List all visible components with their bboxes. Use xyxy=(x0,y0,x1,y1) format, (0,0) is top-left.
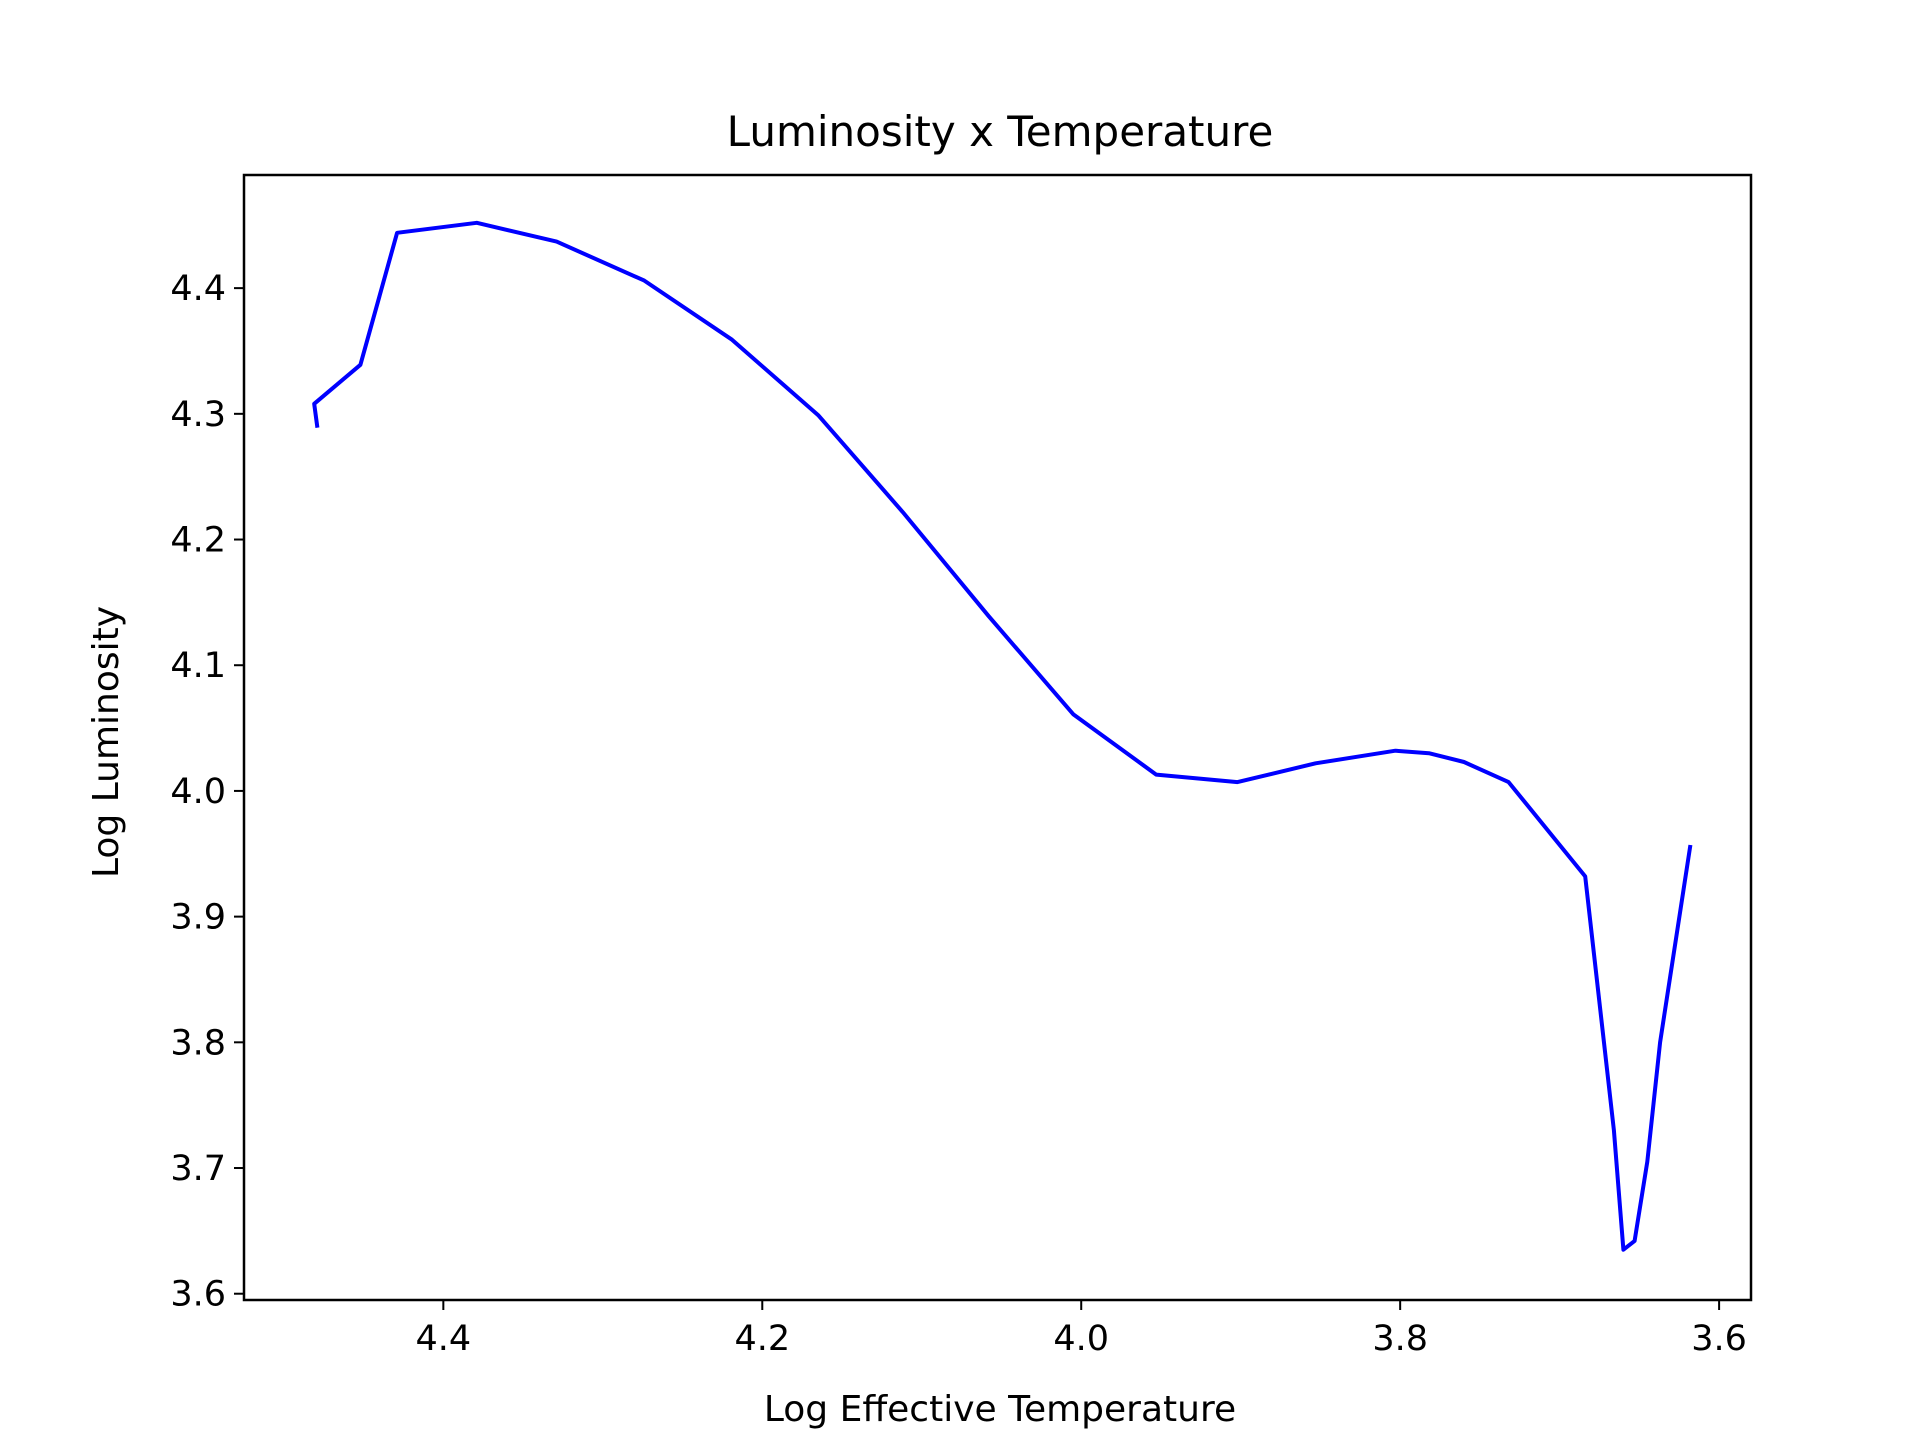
y-tick-label: 4.4 xyxy=(170,269,226,309)
y-tick-label: 3.9 xyxy=(170,898,226,938)
plot-area xyxy=(242,173,1753,1302)
plot-frame xyxy=(242,173,1753,1302)
y-axis-label: Log Luminosity xyxy=(86,606,127,878)
x-axis: 4.4 4.2 4.0 3.8 3.6 xyxy=(416,1300,1747,1359)
series-line-0 xyxy=(312,220,1693,1252)
x-tick-label: 3.6 xyxy=(1691,1319,1747,1359)
series-layer xyxy=(312,220,1693,1252)
y-tick-label: 4.1 xyxy=(170,646,226,686)
y-tick-label: 4.0 xyxy=(170,772,226,812)
chart-title: Luminosity x Temperature xyxy=(727,107,1274,156)
x-tick-label: 4.2 xyxy=(734,1319,790,1359)
y-tick-label: 3.6 xyxy=(170,1275,226,1315)
y-axis: 3.6 3.7 3.8 3.9 4.0 4.1 4.2 4.3 4.4 xyxy=(170,269,244,1315)
x-tick-label: 4.0 xyxy=(1053,1319,1109,1359)
y-tick-label: 4.3 xyxy=(170,395,226,435)
x-tick-label: 4.4 xyxy=(416,1319,472,1359)
x-tick-label: 3.8 xyxy=(1372,1319,1428,1359)
y-tick-label: 4.2 xyxy=(170,521,226,561)
y-tick-label: 3.7 xyxy=(170,1149,226,1189)
y-tick-label: 3.8 xyxy=(170,1023,226,1063)
x-axis-label: Log Effective Temperature xyxy=(764,1389,1236,1430)
